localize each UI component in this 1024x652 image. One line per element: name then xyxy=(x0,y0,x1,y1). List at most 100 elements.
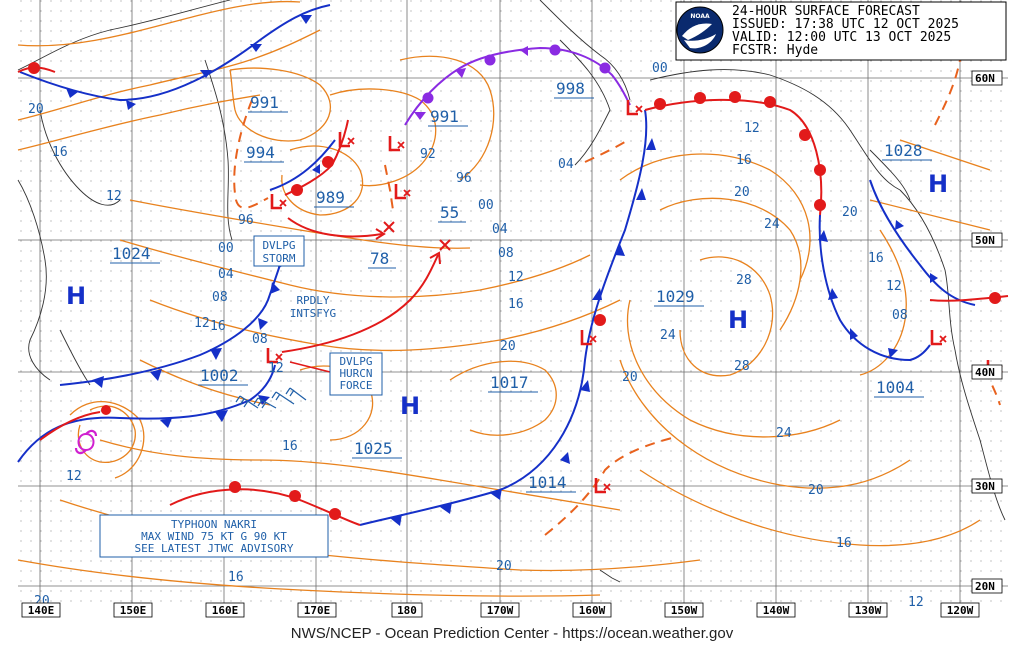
map-background xyxy=(18,0,1008,605)
isobar-label: 12 xyxy=(194,316,210,331)
isobar-label: 04 xyxy=(218,267,234,282)
low-symbol xyxy=(594,478,611,494)
pressure-label: 989 xyxy=(316,188,345,207)
isobar-label: 20 xyxy=(622,370,638,385)
isobar-label: 12 xyxy=(268,361,284,376)
isobar-label: 24 xyxy=(660,328,676,343)
isobar-label: 08 xyxy=(498,246,514,261)
isobar-label: 20 xyxy=(500,339,516,354)
annotation-line: STORM xyxy=(262,252,295,265)
annotation-line: SEE LATEST JTWC ADVISORY xyxy=(135,542,294,555)
isobar-label: 20 xyxy=(808,483,824,498)
coastlines xyxy=(17,0,1006,583)
isobar-labels: 20 16 12 96 00 04 08 12 92 96 00 04 08 1… xyxy=(28,61,924,610)
wind-barbs xyxy=(235,387,307,409)
high-symbol: H xyxy=(728,306,748,334)
lon-label: 140E xyxy=(28,604,55,617)
low-symbol xyxy=(394,184,411,200)
noaa-logo: NOAA xyxy=(676,6,724,54)
pressure-label: 991 xyxy=(250,93,279,112)
isobar-label: 28 xyxy=(734,359,750,374)
header-issued: ISSUED: 17:38 UTC 12 OCT 2025 xyxy=(732,17,959,32)
isobar-label: 12 xyxy=(886,279,902,294)
high-symbol: H xyxy=(400,392,420,420)
header-title: 24-HOUR SURFACE FORECAST xyxy=(732,4,920,19)
isobar-label: 96 xyxy=(238,213,254,228)
isobar-label: 16 xyxy=(836,536,852,551)
pressure-label: 991 xyxy=(430,107,459,126)
pressure-label: 1004 xyxy=(876,378,915,397)
annotation-line: DVLPG xyxy=(262,239,295,252)
pressure-label: 1017 xyxy=(490,373,529,392)
isobar-label: 08 xyxy=(252,332,268,347)
pressure-label: 1025 xyxy=(354,439,393,458)
noaa-logo-text: NOAA xyxy=(690,13,710,20)
isobar-label: 24 xyxy=(776,426,792,441)
lon-label: 170E xyxy=(304,604,331,617)
isobar-label: 00 xyxy=(652,61,668,76)
warm-front-bumps xyxy=(28,62,1001,520)
low-symbol xyxy=(580,330,597,346)
lon-label: 160E xyxy=(212,604,239,617)
isobar-label: 16 xyxy=(736,153,752,168)
lat-label: 30N xyxy=(975,480,995,493)
high-symbol: H xyxy=(66,282,86,310)
forecast-header: NOAA 24-HOUR SURFACE FORECAST ISSUED: 17… xyxy=(675,1,1007,61)
annotation-line: INTSFYG xyxy=(290,307,336,320)
isobar-label: 24 xyxy=(764,217,780,232)
pressure-label: 1014 xyxy=(528,473,567,492)
credit-line: NWS/NCEP - Ocean Prediction Center - htt… xyxy=(291,625,734,642)
isobar-label: 12 xyxy=(744,121,760,136)
isobar-label: 04 xyxy=(492,222,508,237)
lat-label: 20N xyxy=(975,580,995,593)
isobar-label: 16 xyxy=(508,297,524,312)
isobar-label: 08 xyxy=(892,308,908,323)
low-centers xyxy=(266,100,1003,494)
annotation-dvlpg-storm: DVLPG STORM xyxy=(253,235,305,267)
low-symbol xyxy=(338,132,355,148)
pressure-labels: 991 994 989 991 998 1028 1024 1002 1025 … xyxy=(110,79,932,493)
lon-label: 150E xyxy=(120,604,147,617)
low-symbol xyxy=(388,136,405,152)
isobar-label: 12 xyxy=(66,469,82,484)
isobar-label: 28 xyxy=(736,273,752,288)
lat-label: 60N xyxy=(975,72,995,85)
typhoon-symbol xyxy=(74,429,98,455)
high-centers: H H H H xyxy=(66,170,948,420)
pressure-label: 1002 xyxy=(200,366,239,385)
isobar-label: 12 xyxy=(508,270,524,285)
low-symbol xyxy=(930,330,947,346)
longitude-labels: 140E 150E 160E 170E 180 170W 160W 150W 1… xyxy=(21,602,980,618)
cold-fronts xyxy=(17,4,976,526)
lat-label: 40N xyxy=(975,366,995,379)
isobar-label: 16 xyxy=(228,570,244,585)
isobar-label: 20 xyxy=(842,205,858,220)
annotation-typhoon: TYPHOON NAKRI MAX WIND 75 KT G 90 KT SEE… xyxy=(99,514,329,558)
header-valid: VALID: 12:00 UTC 13 OCT 2025 xyxy=(732,30,951,45)
isobar-label: 08 xyxy=(212,290,228,305)
annotation-line: DVLPG xyxy=(339,355,372,368)
isobar-label: 12 xyxy=(908,595,924,610)
pressure-label: 994 xyxy=(246,143,275,162)
lon-label: 160W xyxy=(579,604,606,617)
isobar-label: 16 xyxy=(868,251,884,266)
isobar-label: 20 xyxy=(734,185,750,200)
lon-label: 140W xyxy=(763,604,790,617)
annotation-line: MAX WIND 75 KT G 90 KT xyxy=(141,530,287,543)
low-symbol xyxy=(270,194,287,210)
annotation-rpdly-intsfyg: RPDLY INTSFYG xyxy=(290,294,336,320)
latitude-labels: 60N 50N 40N 30N 20N xyxy=(971,70,1003,594)
isobar-label: 92 xyxy=(420,147,436,162)
isobar-label: 04 xyxy=(558,157,574,172)
pressure-label: 1024 xyxy=(112,244,151,263)
lon-label: 150W xyxy=(671,604,698,617)
header-forecaster: FCSTR: Hyde xyxy=(732,43,818,58)
high-symbol: H xyxy=(928,170,948,198)
annotation-line: RPDLY xyxy=(296,294,329,307)
occluded-front xyxy=(404,44,631,126)
storm-tracks xyxy=(281,217,441,353)
pressure-label: 998 xyxy=(556,79,585,98)
isobar-label: 96 xyxy=(456,171,472,186)
pressure-label: 1028 xyxy=(884,141,923,160)
